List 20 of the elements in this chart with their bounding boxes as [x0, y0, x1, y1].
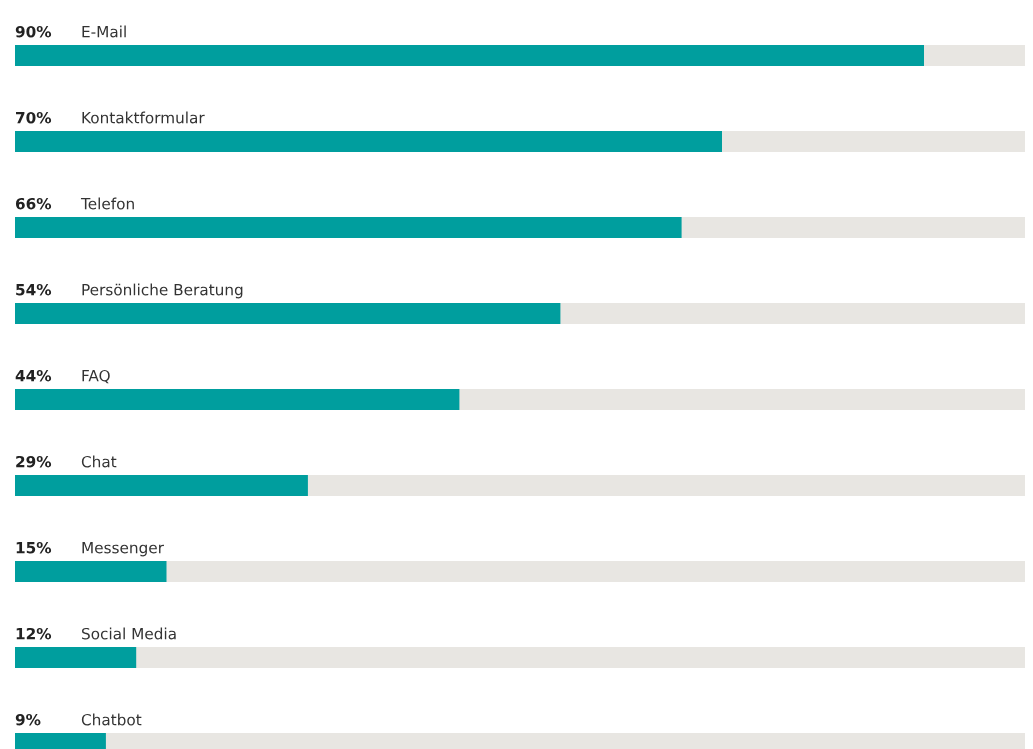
- y-tick-label: Social Media: [82, 627, 176, 640]
- y-tick-label: E-Mail: [82, 25, 126, 38]
- y-tick-label: FAQ: [82, 369, 110, 384]
- data-label: 66%: [15, 197, 52, 210]
- data-label: 29%: [16, 455, 52, 468]
- y-tick-label: Persönliche Beratung: [82, 283, 243, 299]
- data-label: 9%: [15, 713, 41, 726]
- y-tick-label: Chatbot: [81, 713, 142, 726]
- data-label: 44%: [15, 369, 52, 382]
- data-label: 90%: [15, 25, 52, 38]
- data-label: 70%: [16, 111, 52, 124]
- data-label: 12%: [16, 627, 52, 640]
- bar: [15, 561, 167, 582]
- bar: [15, 647, 137, 668]
- y-tick-label: Messenger: [82, 542, 164, 557]
- data-label: 15%: [16, 541, 52, 554]
- y-tick-label: Kontaktformular: [82, 111, 205, 124]
- y-tick-label: Chat: [81, 455, 117, 468]
- data-label: 54%: [16, 283, 52, 296]
- y-tick-label: Telefon: [80, 197, 134, 210]
